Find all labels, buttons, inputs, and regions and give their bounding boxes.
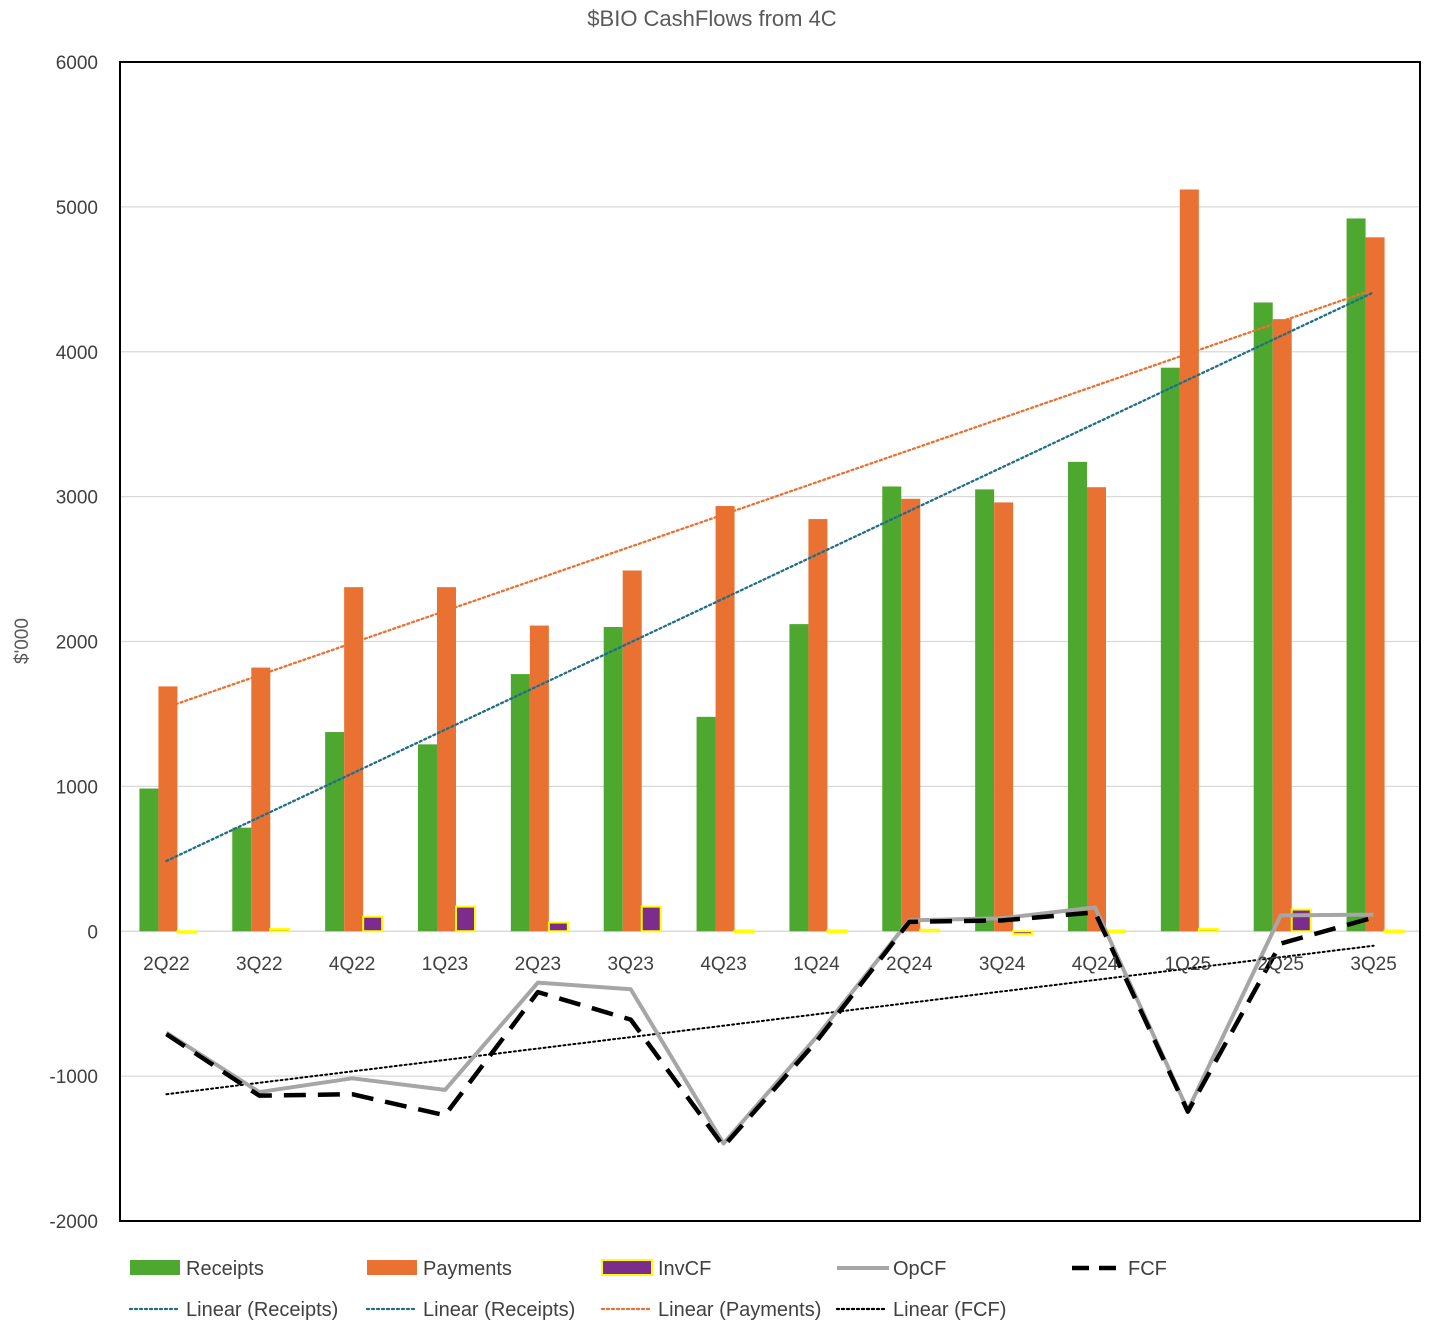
y-tick-label: 5000 [56, 198, 98, 219]
bar-receipts-3q23 [603, 627, 623, 932]
bar-invcf-3q22 [269, 928, 291, 933]
bar-invcf-1q23 [455, 905, 476, 933]
bar-payments-2q24 [901, 498, 921, 932]
x-tick-label: 2Q25 [1257, 954, 1303, 975]
legend: Receipts Payments InvCF OpCF FCF Linear (Rece… [128, 1258, 1167, 1321]
x-tick-label: 3Q25 [1350, 954, 1396, 975]
legend-label-trendline: Linear (Payments) [658, 1299, 821, 1321]
legend-label-trendline: Linear (FCF) [893, 1299, 1006, 1321]
trendline-linear-payments- [165, 288, 1375, 709]
x-tick-label: 1Q23 [422, 954, 468, 975]
legend-label-payments: Payments [423, 1258, 512, 1280]
legend-label-invcf: InvCF [658, 1258, 711, 1280]
y-tick-label: -2000 [49, 1212, 98, 1233]
bar-receipts-4q24 [1068, 461, 1087, 932]
y-tick-label: 0 [87, 922, 98, 943]
x-axis-ticks: 2Q22 3Q22 4Q22 1Q23 2Q23 3Q23 4Q23 1Q24 2Q24 3Q24… [143, 954, 1397, 975]
bar-payments-1q24 [808, 519, 828, 932]
bar-payments-2q22 [158, 686, 178, 932]
bar-receipts-2q25 [1253, 302, 1273, 932]
bar-payments-4q22 [344, 587, 364, 932]
x-tick-label: 4Q23 [700, 954, 746, 975]
legend-swatch-invcf [601, 1259, 653, 1276]
line-fcf [165, 910, 1375, 1149]
legend-swatch-receipts [130, 1260, 180, 1275]
bar-invcf-3q24 [1012, 930, 1034, 936]
plot-area-border [119, 61, 1421, 1222]
bar-invcf-4q24 [1105, 929, 1126, 934]
bar-invcf-2q23 [547, 921, 569, 933]
y-tick-label: 2000 [56, 633, 98, 654]
trendline-linear-receipts- [165, 291, 1375, 863]
legend-label-fcf: FCF [1128, 1258, 1167, 1280]
x-tick-label: 2Q24 [886, 954, 933, 975]
bar-receipts-3q22 [232, 827, 252, 932]
bar-receipts-3q24 [975, 489, 995, 932]
x-tick-label: 4Q22 [329, 954, 375, 975]
bar-payments-1q23 [437, 587, 456, 932]
chart-title: $BIO CashFlows from 4C [587, 6, 837, 31]
x-tick-label: 3Q23 [607, 954, 653, 975]
bar-payments-2q23 [529, 625, 549, 932]
x-tick-label: 1Q24 [793, 954, 840, 975]
bar-receipts-2q22 [139, 788, 159, 932]
y-axis-ticks: -2000 -1000 0 1000 2000 3000 4000 5000 6000 [49, 53, 98, 1233]
x-tick-label: 1Q25 [1165, 954, 1211, 975]
y-tick-label: 4000 [56, 343, 98, 364]
bar-receipts-4q23 [696, 716, 716, 932]
bar-payments-3q22 [251, 667, 271, 932]
bar-payments-1q25 [1179, 189, 1199, 932]
legend-swatch-payments [367, 1260, 417, 1275]
bar-payments-3q25 [1365, 237, 1385, 932]
bar-payments-4q23 [715, 506, 735, 932]
y-tick-label: 3000 [56, 488, 98, 509]
y-axis-label: $'000 [12, 618, 33, 664]
bar-receipts-1q23 [418, 744, 437, 932]
trendline-linear-fcf- [165, 944, 1375, 1096]
bar-payments-3q24 [994, 502, 1014, 932]
y-tick-label: -1000 [49, 1067, 98, 1088]
bar-receipts-4q22 [325, 732, 345, 932]
legend-label-opcf: OpCF [893, 1258, 946, 1280]
bar-receipts-1q24 [789, 624, 809, 932]
bar-series [139, 189, 1405, 936]
bar-invcf-1q25 [1197, 928, 1219, 933]
bar-receipts-3q25 [1346, 218, 1366, 932]
line-series [165, 905, 1375, 1149]
bar-receipts-2q24 [882, 486, 902, 932]
bar-payments-3q23 [622, 570, 642, 932]
bar-receipts-1q25 [1160, 367, 1180, 932]
bar-invcf-2q22 [176, 930, 198, 934]
x-tick-label: 4Q24 [1072, 954, 1119, 975]
x-tick-label: 3Q22 [236, 954, 282, 975]
x-tick-label: 2Q22 [143, 954, 189, 975]
line-opcf [165, 905, 1374, 1146]
y-tick-label: 1000 [56, 777, 98, 798]
bar-invcf-3q23 [640, 905, 662, 933]
bar-invcf-2q24 [919, 928, 941, 933]
bar-invcf-3q25 [1383, 929, 1405, 934]
bar-invcf-1q24 [826, 929, 848, 934]
bar-payments-4q24 [1087, 487, 1106, 932]
bar-invcf-2q25 [1290, 908, 1312, 933]
legend-label-trendline: Linear (Receipts) [186, 1299, 338, 1321]
bar-invcf-4q23 [733, 929, 755, 934]
bar-invcf-4q22 [362, 915, 384, 933]
legend-label-receipts: Receipts [186, 1258, 264, 1280]
y-tick-label: 6000 [56, 53, 98, 74]
bar-payments-2q25 [1272, 319, 1292, 932]
trendlines [165, 288, 1375, 1096]
x-tick-label: 2Q23 [515, 954, 561, 975]
bar-receipts-2q23 [510, 674, 530, 932]
legend-label-trendline: Linear (Receipts) [423, 1299, 575, 1321]
x-tick-label: 3Q24 [979, 954, 1026, 975]
